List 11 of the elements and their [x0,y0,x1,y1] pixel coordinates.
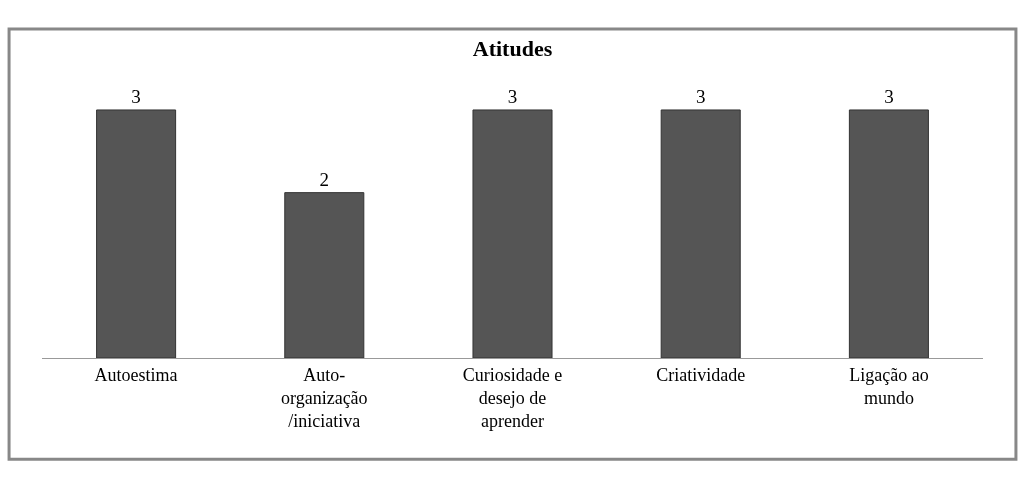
x-tick-label: Ligação ao mundo [849,364,929,408]
x-tick-label: Criatividade [656,364,746,385]
x-tick-label: Autoestima [94,364,178,385]
data-label: 3 [131,85,141,107]
data-label: 3 [884,85,894,107]
data-label: 3 [695,85,706,107]
data-label: 3 [507,85,518,107]
x-tick-label: Curiosidade e desejo de aprender [462,364,563,432]
x-tick-label: Auto-organização /iniciativa [280,364,368,432]
chart-title: Atitudes [472,35,553,61]
data-label: 2 [319,168,330,190]
